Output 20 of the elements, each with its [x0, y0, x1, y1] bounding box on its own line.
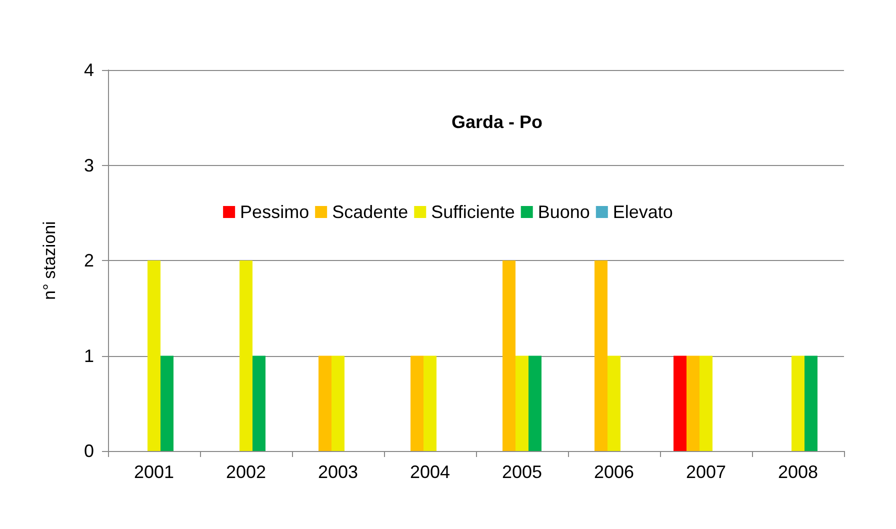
- x-tick-label: 2006: [594, 462, 634, 482]
- legend-label: Elevato: [612, 202, 673, 222]
- legend-label: Buono: [538, 202, 590, 222]
- y-tick-label: 3: [84, 155, 94, 176]
- x-tick-label: 2003: [318, 462, 358, 482]
- x-tick-label: 2008: [778, 462, 818, 482]
- legend-label: Scadente: [332, 202, 408, 222]
- y-tick-label: 4: [84, 60, 94, 80]
- y-axis-title: n° stazioni: [40, 221, 59, 300]
- x-tick-label: 2001: [134, 462, 174, 482]
- x-tick-label: 2005: [502, 462, 542, 482]
- legend-label: Sufficiente: [431, 202, 515, 222]
- y-tick-label: 1: [84, 346, 94, 366]
- x-tick-label: 2002: [226, 462, 266, 482]
- legend-label: Pessimo: [240, 202, 310, 222]
- y-tick-label: 2: [84, 250, 94, 270]
- x-tick-label: 2004: [410, 462, 450, 482]
- x-tick-label: 2007: [686, 462, 726, 482]
- text: Garda - Po: [451, 112, 543, 132]
- y-tick-label: 0: [84, 441, 94, 461]
